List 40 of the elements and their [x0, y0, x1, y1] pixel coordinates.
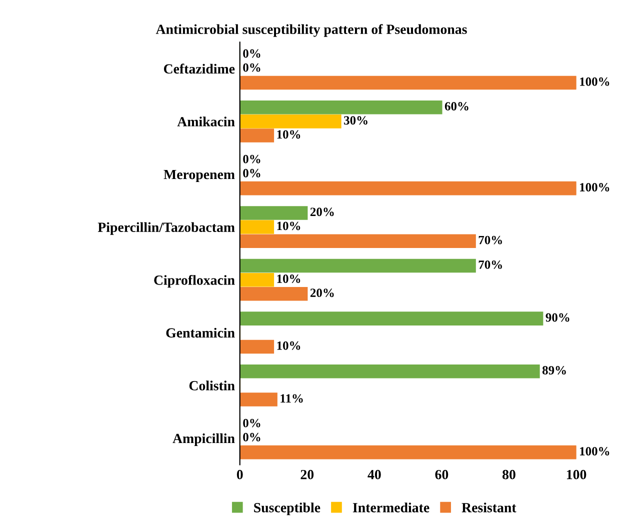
data-label: 10%	[277, 341, 300, 350]
data-label: 90%	[546, 313, 570, 322]
x-tick-label: 40	[368, 470, 381, 480]
legend-label: Susceptible	[254, 502, 320, 516]
data-label: 10%	[277, 130, 300, 139]
x-tick-label: 80	[502, 470, 516, 480]
y-tick-label: Ampicillin	[172, 433, 235, 446]
x-tick-label: 0	[236, 470, 243, 480]
data-label: 100%	[580, 77, 610, 86]
x-tick-label: 100	[566, 470, 586, 480]
x-tick-label: 20	[300, 470, 314, 480]
data-label: 20%	[310, 208, 334, 216]
data-label: 30%	[344, 116, 368, 125]
y-tick-label: Gentamicin	[166, 328, 235, 338]
data-label: 11%	[280, 394, 303, 403]
data-label: 0%	[243, 168, 260, 178]
y-tick-label: Colistin	[189, 380, 235, 390]
data-label: 60%	[444, 102, 468, 111]
x-tick-label: 60	[435, 470, 448, 480]
chart-title: Antimicrobial susceptibility pattern of Pseudomonas	[156, 24, 467, 37]
data-label: 0%	[243, 432, 260, 442]
y-tick-label: Pipercillin/Tazobactam	[98, 222, 235, 235]
data-label: 20%	[310, 288, 334, 298]
y-tick-label: Ciprofloxacin	[154, 274, 235, 288]
y-tick-label: Ceftazidime	[164, 64, 235, 74]
y-tick-label: Meropenem	[164, 170, 235, 182]
data-label: 70%	[478, 236, 502, 244]
data-label: 0%	[243, 63, 260, 72]
data-label: 10%	[277, 274, 300, 284]
legend-label: Resistant	[462, 502, 516, 512]
data-label: 70%	[478, 260, 502, 269]
data-label: 0%	[243, 154, 260, 164]
data-label: 100%	[580, 183, 610, 192]
data-label: 0%	[243, 49, 260, 58]
legend-label: Intermediate	[352, 502, 430, 512]
y-tick-label: Amikacin	[177, 116, 235, 126]
data-label: 10%	[277, 222, 300, 230]
data-label: 89%	[542, 366, 566, 375]
data-label: 100%	[580, 447, 610, 456]
data-label: 0%	[243, 418, 260, 428]
